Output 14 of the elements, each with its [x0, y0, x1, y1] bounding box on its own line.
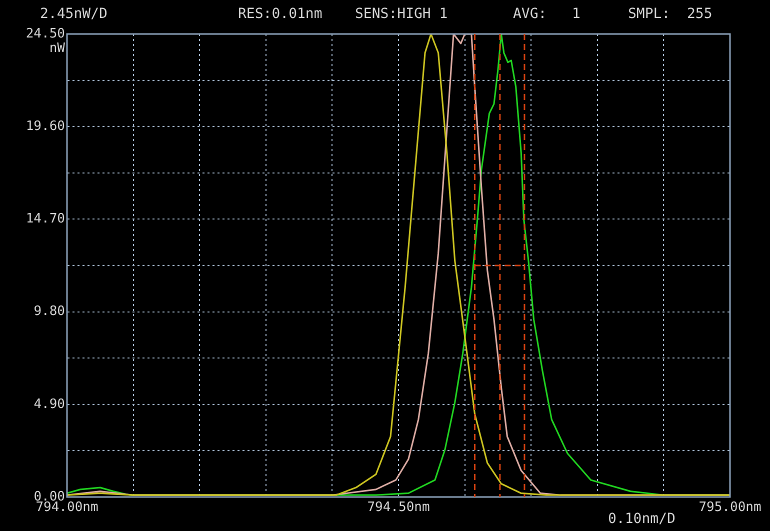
text: AVG: 1	[513, 6, 580, 22]
y-tick-label: 9.80	[34, 304, 65, 320]
y-tick-label: 4.90	[34, 396, 65, 412]
text: 0.10nm/D	[608, 511, 676, 527]
text: 2.45nW/D	[40, 6, 108, 22]
x-tick-label: 795.00nm	[698, 500, 762, 516]
y-axis-title: nW	[49, 40, 66, 56]
y-tick-label: 14.70	[26, 212, 65, 227]
text: SENS:HIGH 1	[355, 6, 448, 22]
text: RES:0.01nm	[238, 6, 322, 22]
x-tick-label: 794.50nm	[367, 500, 430, 516]
y-tick-label: 24.50	[26, 26, 65, 42]
y-tick-label: 19.60	[26, 118, 65, 134]
text: SMPL: 255	[628, 6, 712, 22]
